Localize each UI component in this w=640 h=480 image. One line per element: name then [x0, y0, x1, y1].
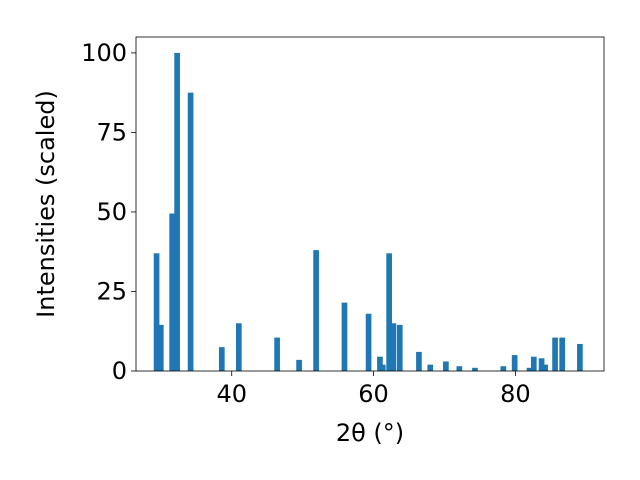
x-tick-label: 80	[500, 380, 531, 408]
bar-29	[559, 337, 565, 371]
y-axis-label: Intensities (scaled)	[32, 90, 60, 318]
x-axis-ticks: 40 60 80	[216, 371, 531, 408]
bar-22	[500, 366, 507, 371]
bar-5	[218, 347, 225, 371]
bar-14	[386, 253, 392, 371]
bar-28	[552, 337, 558, 371]
bar-8	[296, 359, 302, 371]
bar-27	[542, 364, 548, 371]
bar-0	[153, 253, 160, 371]
bar-4	[187, 92, 194, 372]
bar-24	[526, 367, 533, 371]
bar-13	[379, 364, 386, 371]
bar-26	[538, 358, 545, 371]
bar-23	[511, 355, 518, 371]
bar-10	[341, 302, 348, 371]
bars-group	[153, 52, 583, 372]
bar-17	[416, 351, 422, 371]
bar-9	[313, 250, 319, 371]
plot-frame	[135, 36, 605, 372]
y-tick-label: 50	[96, 198, 127, 226]
bar-18	[427, 364, 434, 371]
y-tick-label: 100	[81, 39, 127, 67]
bar-3	[174, 52, 180, 372]
x-axis-label: 2θ (°)	[336, 419, 404, 447]
bar-6	[235, 323, 242, 371]
bar-16	[396, 324, 403, 371]
bar-11	[365, 313, 372, 371]
bar-15	[390, 323, 397, 371]
bar-12	[377, 356, 383, 371]
y-axis-ticks: 0 25 50 75 100	[81, 39, 136, 385]
bar-25	[530, 356, 537, 371]
bar-21	[472, 367, 478, 371]
y-tick-label: 75	[96, 118, 127, 146]
bar-30	[577, 343, 583, 371]
bar-7	[274, 337, 280, 371]
x-tick-label: 60	[358, 380, 389, 408]
bar-19	[443, 361, 449, 371]
x-tick-label: 40	[216, 380, 247, 408]
y-tick-label: 25	[96, 277, 127, 305]
bar-2	[169, 213, 175, 371]
bar-1	[157, 324, 164, 371]
bar-20	[456, 366, 463, 371]
y-tick-label: 0	[112, 357, 127, 385]
